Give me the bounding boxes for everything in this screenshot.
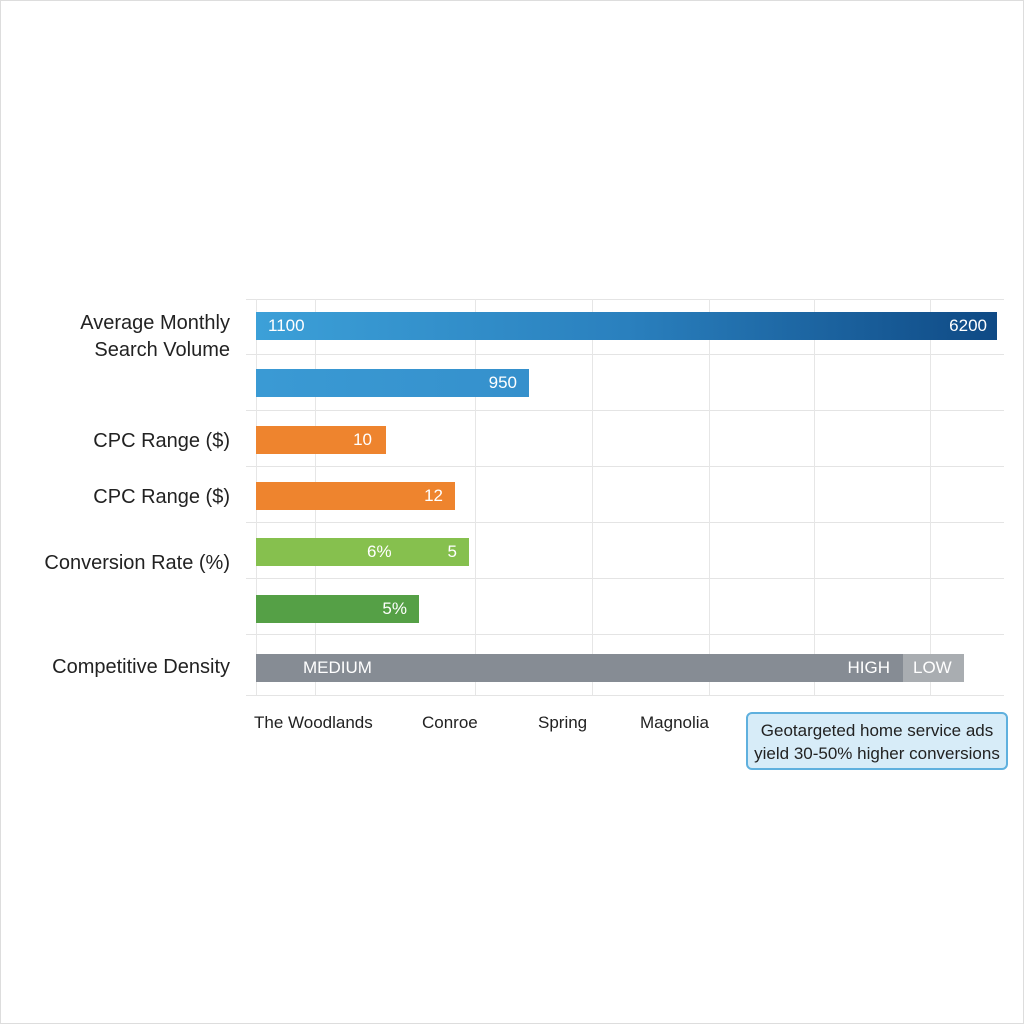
bar-search-volume-2: 950 bbox=[256, 369, 529, 397]
gridline-vertical bbox=[709, 299, 710, 695]
bar-label: 10 bbox=[353, 430, 372, 449]
x-tick-label: The Woodlands bbox=[254, 713, 373, 732]
bar-label: 6% bbox=[367, 542, 392, 561]
bar-label: 5% bbox=[382, 599, 407, 618]
bar-label-medium: MEDIUM bbox=[303, 658, 372, 677]
gridline-horizontal bbox=[246, 299, 1004, 300]
gridline-horizontal bbox=[246, 410, 1004, 411]
bar-label: 950 bbox=[488, 373, 517, 392]
row-label-search-volume: Average Monthly Search Volume bbox=[80, 310, 230, 364]
gridline-horizontal bbox=[246, 522, 1004, 523]
gridline-vertical bbox=[475, 299, 476, 695]
row-label-text: Average Monthly Search Volume bbox=[80, 312, 230, 361]
bar-conversion-2: 5% bbox=[256, 595, 419, 623]
bar-label-high: HIGH bbox=[847, 658, 891, 677]
gridline-vertical bbox=[814, 299, 815, 695]
bar-search-volume-1: 1100 6200 bbox=[256, 312, 997, 340]
bar-cpc-1: 10 bbox=[256, 426, 386, 454]
gridline-horizontal bbox=[246, 634, 1004, 635]
gridline-vertical bbox=[930, 299, 931, 695]
row-label-density: Competitive Density bbox=[52, 656, 230, 678]
x-tick-label: Conroe bbox=[422, 713, 478, 732]
gridline-horizontal bbox=[246, 695, 1004, 696]
x-tick-label: Magnolia bbox=[640, 713, 709, 732]
row-label-cpc-1: CPC Range ($) bbox=[93, 430, 230, 452]
x-tick-label: Spring bbox=[538, 713, 588, 732]
bar-label: 1100 bbox=[268, 316, 305, 335]
bar-competitive-density: MEDIUM HIGH LOW bbox=[256, 654, 964, 682]
gridline-horizontal bbox=[246, 354, 1004, 355]
annotation-callout: Geotargeted home service ads yield 30-50… bbox=[746, 712, 1008, 770]
row-label-conversion: Conversion Rate (%) bbox=[44, 552, 230, 574]
bar-label: 12 bbox=[424, 486, 443, 505]
bar-label: 5 bbox=[447, 542, 457, 561]
gridline-horizontal bbox=[246, 466, 1004, 467]
bar-conversion-1: 6% 5 bbox=[256, 538, 469, 566]
bar-cpc-2: 12 bbox=[256, 482, 455, 510]
row-label-cpc-2: CPC Range ($) bbox=[93, 486, 230, 508]
bar-segment-low: LOW bbox=[903, 654, 964, 682]
bar-label: 6200 bbox=[949, 316, 987, 335]
bar-label-low: LOW bbox=[913, 658, 952, 677]
gridline-horizontal bbox=[246, 578, 1004, 579]
gridline-vertical bbox=[592, 299, 593, 695]
